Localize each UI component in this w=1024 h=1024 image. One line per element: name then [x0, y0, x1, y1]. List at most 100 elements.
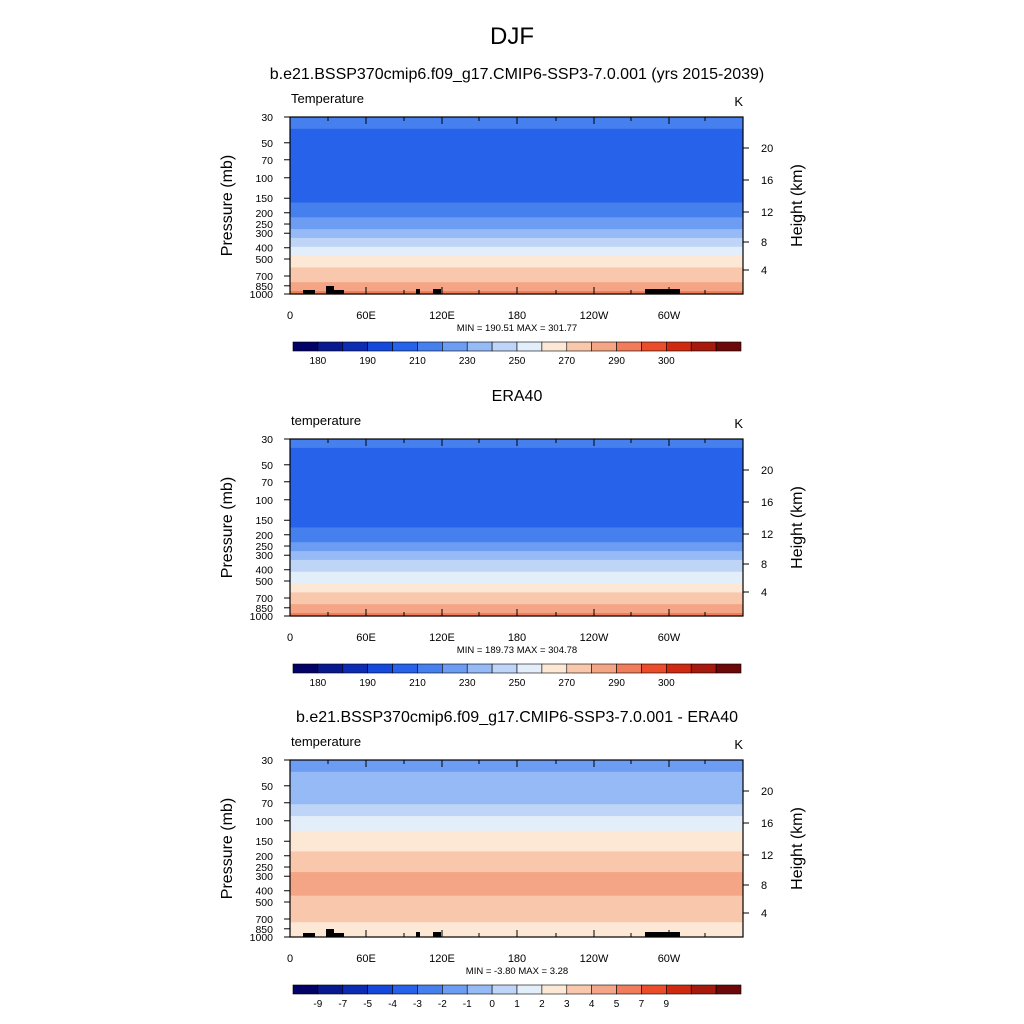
colorbar-box	[566, 663, 592, 674]
field-label: temperature	[291, 413, 361, 428]
contour-band	[290, 527, 743, 532]
contour-band	[290, 821, 743, 826]
y-tick-label: 200	[255, 530, 273, 542]
y-tick-label: 250	[255, 862, 273, 874]
panel-title: b.e21.BSSP370cmip6.f09_g17.CMIP6-SSP3-7.…	[270, 66, 765, 83]
contour-band	[290, 857, 743, 861]
contour-band	[290, 498, 743, 502]
contour-band	[290, 860, 743, 864]
y-tick-label: 50	[261, 138, 273, 150]
y-axis-title: Pressure (mb)	[219, 798, 236, 899]
contour-band	[290, 810, 743, 814]
contour-band	[290, 456, 743, 461]
contour-band	[290, 515, 743, 520]
colorbar-box	[342, 341, 368, 352]
y-tick-label: 400	[255, 886, 273, 898]
contour-band	[290, 459, 743, 464]
x-tick-label: 60E	[356, 310, 376, 322]
contour-band	[290, 574, 743, 579]
contour-band	[290, 122, 743, 127]
contour-band	[290, 131, 743, 136]
colorbar-label: -2	[438, 999, 447, 1010]
y-tick-label: 300	[255, 550, 273, 562]
colorbar-label: 190	[359, 356, 376, 367]
contour-band	[290, 521, 743, 526]
x-tick-label: 60W	[658, 632, 681, 644]
y-tick-label: 70	[261, 798, 273, 810]
colorbar-label: -7	[338, 999, 347, 1010]
contour-band	[290, 518, 743, 523]
contour-band	[290, 261, 743, 266]
y-tick-label: 50	[261, 781, 273, 793]
colorbar-label: 4	[589, 999, 595, 1010]
contour-band	[290, 489, 743, 493]
y2-tick-label: 4	[761, 587, 767, 599]
contour-band	[290, 134, 743, 139]
contour-band	[290, 173, 743, 177]
contour-band	[290, 913, 743, 917]
contour-band	[290, 592, 743, 596]
y2-tick-label: 16	[761, 175, 773, 187]
y-tick-label: 700	[255, 914, 273, 926]
contour-band	[290, 601, 743, 605]
contour-band	[290, 509, 743, 514]
contour-band	[290, 285, 743, 289]
topography	[416, 289, 420, 294]
contour-band	[290, 170, 743, 174]
y2-tick-label: 20	[761, 465, 773, 477]
contour-band	[290, 904, 743, 909]
chart-panel-2: ERA40 temperature K 0 60E 120E 180 120W 60W 30 50 7…	[219, 388, 806, 689]
y-tick-label: 70	[261, 155, 273, 167]
y-tick-label: 850	[255, 281, 273, 293]
contour-band	[290, 586, 743, 591]
contour-band	[290, 273, 743, 277]
y-tick-label: 30	[261, 434, 273, 446]
colorbar-box	[715, 663, 742, 674]
y-tick-label: 100	[255, 495, 273, 507]
y2-tick-label: 16	[761, 497, 773, 509]
contour-band	[290, 249, 743, 254]
contour-band	[290, 768, 743, 773]
y2-axis-title: Height (km)	[789, 486, 806, 569]
contour-band	[290, 492, 743, 496]
contour-band	[290, 158, 743, 162]
colorbar-box	[491, 341, 518, 352]
contour-band	[290, 607, 743, 611]
contour-band	[290, 211, 743, 215]
colorbar-box	[591, 984, 617, 995]
colorbar-box	[690, 663, 717, 674]
y2-tick-label: 8	[761, 880, 767, 892]
y2-tick-label: 4	[761, 908, 767, 920]
x-tick-label: 120W	[580, 953, 609, 965]
y-tick-label: 150	[255, 193, 273, 205]
contour-band	[290, 866, 743, 870]
y-tick-label: 250	[255, 541, 273, 553]
contour-band	[290, 270, 743, 274]
x-tick-label: 60E	[356, 632, 376, 644]
colorbar-box	[442, 984, 468, 995]
contour-band	[290, 223, 743, 227]
field-label: Temperature	[291, 91, 364, 106]
colorbar-label: 270	[558, 356, 575, 367]
contour-band	[290, 765, 743, 770]
colorbar-box	[342, 663, 368, 674]
colorbar-box	[417, 663, 443, 674]
contour-band	[290, 851, 743, 855]
contour-band	[290, 842, 743, 847]
contour-band	[290, 848, 743, 853]
contour-band	[290, 901, 743, 906]
colorbar-box	[566, 984, 592, 995]
colorbar-label: 3	[564, 999, 570, 1010]
contour-band	[290, 530, 743, 534]
y-axis-title: Pressure (mb)	[219, 477, 236, 578]
contour-band	[290, 255, 743, 260]
y2-tick-label: 8	[761, 559, 767, 571]
colorbar-box	[417, 341, 443, 352]
y-tick-label: 400	[255, 243, 273, 255]
contour-band	[290, 176, 743, 180]
y-tick-label: 500	[255, 254, 273, 266]
y2-axis-title: Height (km)	[789, 164, 806, 247]
contour-band	[290, 483, 743, 487]
x-tick-label: 60W	[658, 310, 681, 322]
colorbar-box	[392, 663, 418, 674]
